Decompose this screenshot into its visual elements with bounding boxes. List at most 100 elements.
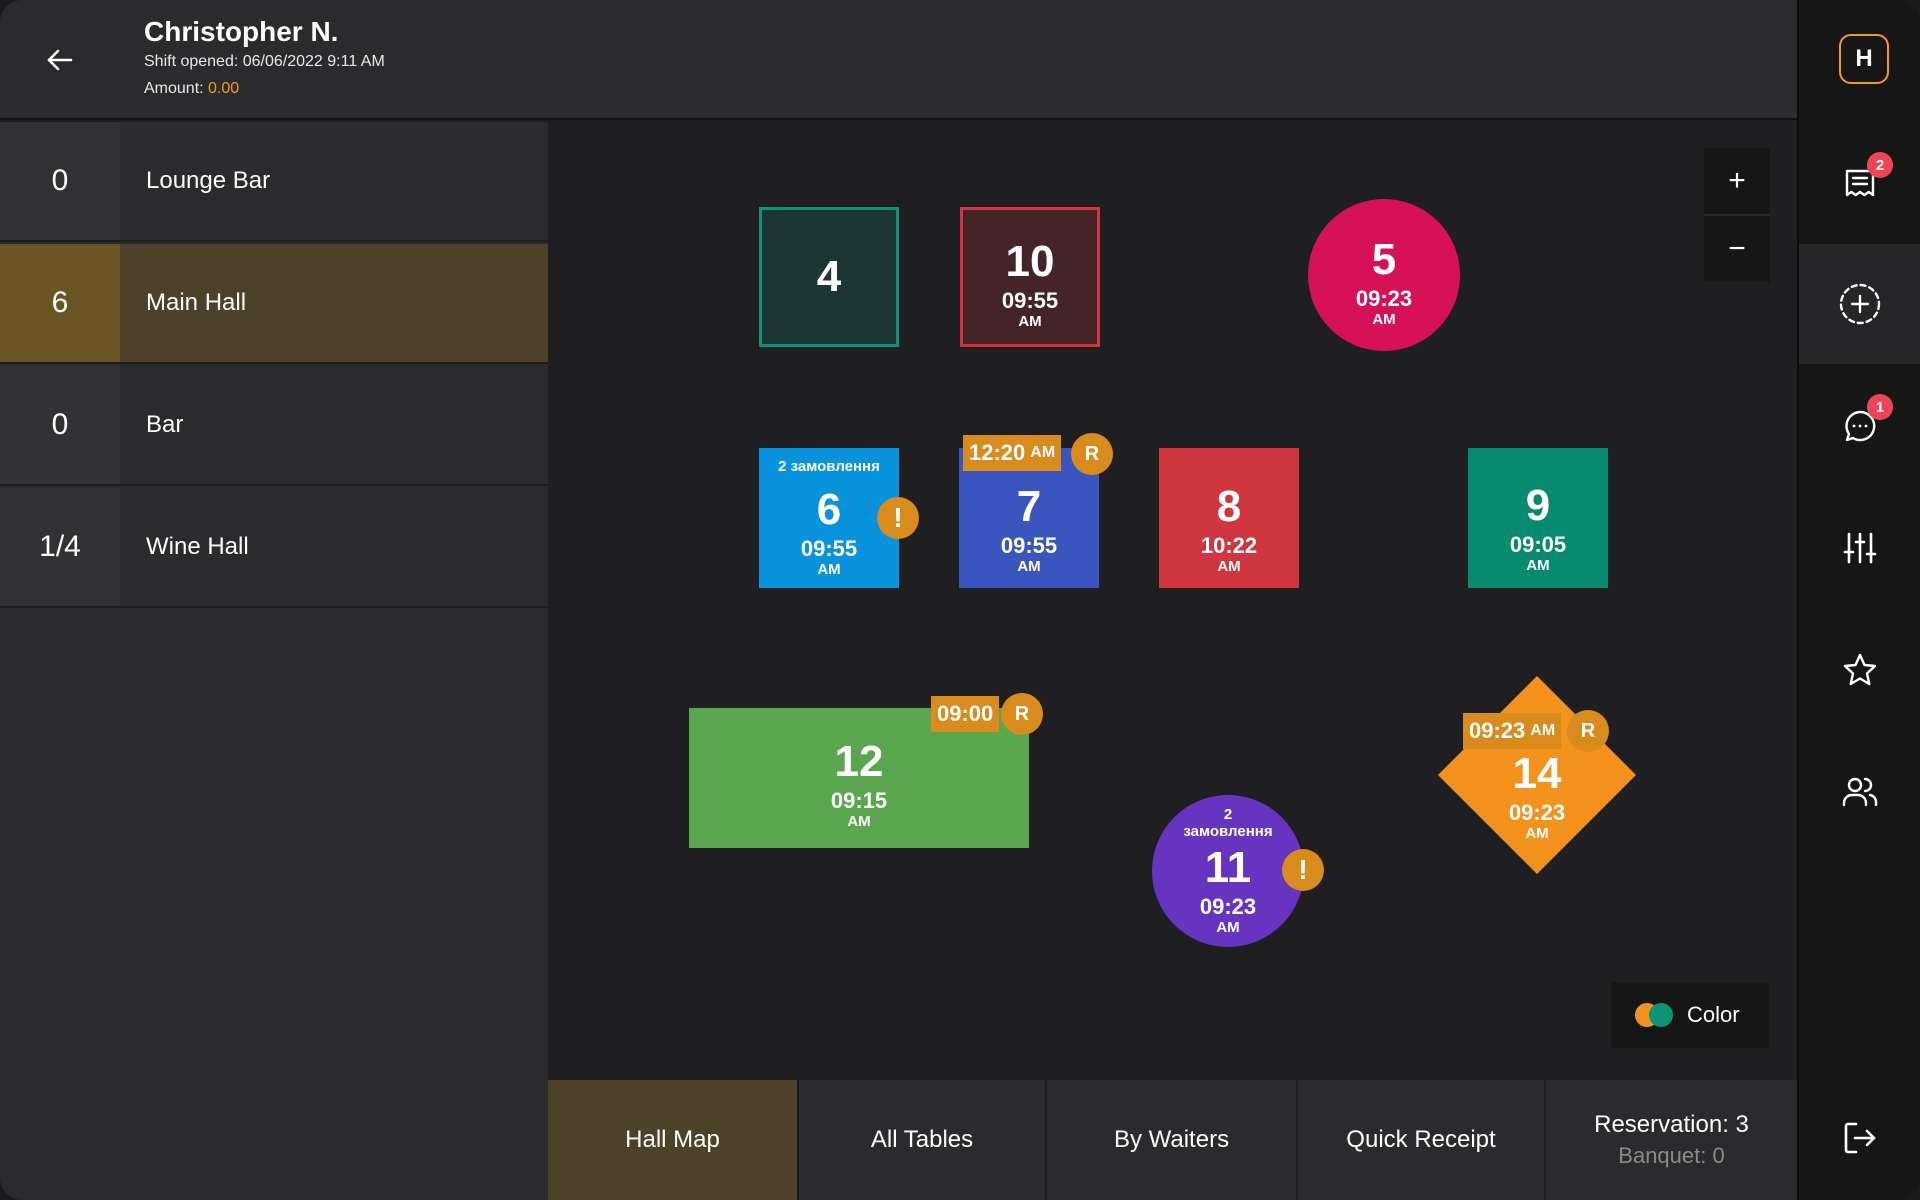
table-4[interactable]: 4 — [759, 207, 899, 347]
table-time: 09:23 — [1355, 285, 1413, 311]
table-5[interactable]: 5 09:23 AM — [1308, 199, 1460, 351]
table-time: 10:22 — [1200, 532, 1258, 558]
table-ampm: AM — [1525, 824, 1549, 842]
user-name: Christopher N. — [144, 16, 339, 47]
table-orders: 2 замовлення — [778, 458, 880, 476]
bottom-tabs: Hall Map All Tables By Waiters Quick Rec… — [548, 1080, 1797, 1200]
logout-icon — [1844, 1122, 1875, 1154]
table-ampm: AM — [817, 560, 841, 578]
hall-map — [548, 122, 1797, 1080]
tab-by-waiters[interactable]: By Waiters — [1047, 1080, 1298, 1200]
zoom-controls: + − — [1704, 148, 1770, 282]
table-ampm: AM — [1216, 919, 1240, 936]
table-ampm: AM — [1372, 310, 1396, 328]
table-time: 09:55 — [800, 535, 858, 561]
reservation-count: Reservation: 3 — [1594, 1111, 1749, 1138]
zoom-divider — [1704, 214, 1770, 216]
reservation-summary: Reservation: 3 Banquet: 0 — [1546, 1080, 1797, 1200]
table-time: 09:15 — [830, 787, 888, 813]
table-number: 11 — [1204, 843, 1252, 892]
hall-name: Main Hall — [146, 289, 247, 316]
messages-button[interactable]: 1 — [1799, 366, 1920, 486]
hall-item-main-hall[interactable]: 6 Main Hall — [0, 244, 548, 364]
tab-hall-map[interactable]: Hall Map — [548, 1080, 799, 1200]
table-6-alert-badge: ! — [877, 497, 919, 539]
table-11[interactable]: 2 замовлення 11 09:23 AM — [1152, 795, 1304, 947]
table-number: 9 — [1525, 480, 1551, 530]
hall-name: Bar — [146, 411, 184, 438]
zoom-in-button[interactable]: + — [1728, 164, 1746, 197]
hall-item-lounge-bar[interactable]: 0 Lounge Bar — [0, 122, 548, 242]
table-12-reservation-badge: R — [1001, 693, 1043, 735]
table-time: 09:55 — [1000, 532, 1058, 558]
table-14[interactable]: 14 09:23 AM — [1467, 736, 1607, 856]
table-7[interactable]: 7 09:55 AM — [959, 448, 1099, 588]
amount-label: Amount: — [144, 80, 209, 97]
sliders-icon — [1843, 532, 1876, 564]
table-ampm: AM — [1526, 556, 1550, 574]
hall-item-wine-hall[interactable]: 1/4 Wine Hall — [0, 488, 548, 608]
add-order-button[interactable] — [1799, 244, 1920, 364]
hall-item-bar[interactable]: 0 Bar — [0, 366, 548, 486]
table-time: 09:05 — [1509, 531, 1567, 557]
color-toggle-button[interactable]: Color — [1611, 982, 1769, 1048]
table-number: 5 — [1371, 234, 1397, 284]
table-12-reservation-tag: 09:00 — [931, 696, 1000, 732]
table-ampm: AM — [1217, 557, 1241, 575]
star-icon — [1843, 653, 1876, 686]
hall-count: 0 — [0, 366, 120, 484]
shift-opened: Shift opened: 06/06/2022 9:11 AM — [144, 53, 385, 70]
table-9[interactable]: 9 09:05 AM — [1468, 448, 1608, 588]
app-logo: H — [1839, 34, 1889, 84]
messages-badge: 1 — [1867, 394, 1893, 420]
banquet-count: Banquet: 0 — [1618, 1143, 1725, 1168]
tab-quick-receipt[interactable]: Quick Receipt — [1298, 1080, 1546, 1200]
table-14-reservation-badge: R — [1567, 710, 1609, 752]
table-number: 10 — [1005, 236, 1055, 286]
table-time: 09:55 — [1001, 287, 1059, 313]
logout-button[interactable] — [1799, 1078, 1920, 1198]
reservation-time: 12:20 — [969, 440, 1026, 465]
staff-button[interactable] — [1799, 732, 1920, 852]
table-8[interactable]: 8 10:22 AM — [1159, 448, 1299, 588]
table-ampm: AM — [847, 812, 871, 830]
hall-count: 1/4 — [0, 488, 120, 606]
back-button[interactable] — [36, 36, 84, 84]
arrow-left-icon — [47, 49, 73, 71]
receipts-button[interactable]: 2 — [1799, 122, 1920, 242]
hall-list: 0 Lounge Bar 6 Main Hall 0 Bar 1/4 Wine … — [0, 122, 548, 1200]
users-icon — [1842, 777, 1877, 807]
table-11-alert-badge: ! — [1282, 849, 1324, 891]
header: Christopher N. Shift opened: 06/06/2022 … — [0, 0, 1797, 120]
table-orders-count: 2 — [1223, 806, 1233, 823]
hall-name: Lounge Bar — [146, 167, 271, 194]
hall-count: 6 — [0, 244, 120, 362]
chat-bubble-icon — [1844, 410, 1875, 442]
color-button-label: Color — [1687, 1002, 1740, 1027]
table-number: 4 — [816, 252, 842, 301]
amount: Amount: 0.00 — [144, 80, 239, 98]
tab-all-tables[interactable]: All Tables — [799, 1080, 1047, 1200]
amount-value: 0.00 — [208, 80, 240, 97]
table-7-reservation-tag: 12:20 AM — [963, 435, 1062, 471]
settings-button[interactable] — [1799, 488, 1920, 608]
reservation-ampm: AM — [1030, 444, 1056, 461]
table-number: 6 — [816, 484, 842, 534]
table-number: 8 — [1216, 481, 1242, 531]
zoom-out-button[interactable]: − — [1728, 232, 1746, 265]
table-orders-label: замовлення — [1183, 822, 1273, 840]
receipts-badge: 2 — [1867, 152, 1893, 178]
favorites-button[interactable] — [1799, 610, 1920, 730]
table-number: 14 — [1512, 748, 1562, 798]
reservation-time: 09:00 — [937, 701, 994, 726]
hall-count: 0 — [0, 122, 120, 240]
table-6[interactable]: 2 замовлення 6 09:55 AM — [759, 448, 899, 588]
table-number: 12 — [834, 736, 884, 786]
table-ampm: AM — [1017, 557, 1041, 575]
reservation-ampm: AM — [1530, 722, 1556, 739]
right-rail: H 2 1 — [1797, 0, 1920, 1200]
table-7-reservation-badge: R — [1071, 433, 1113, 475]
table-time: 09:23 — [1508, 799, 1566, 825]
table-10[interactable]: 10 09:55 AM — [960, 207, 1100, 347]
